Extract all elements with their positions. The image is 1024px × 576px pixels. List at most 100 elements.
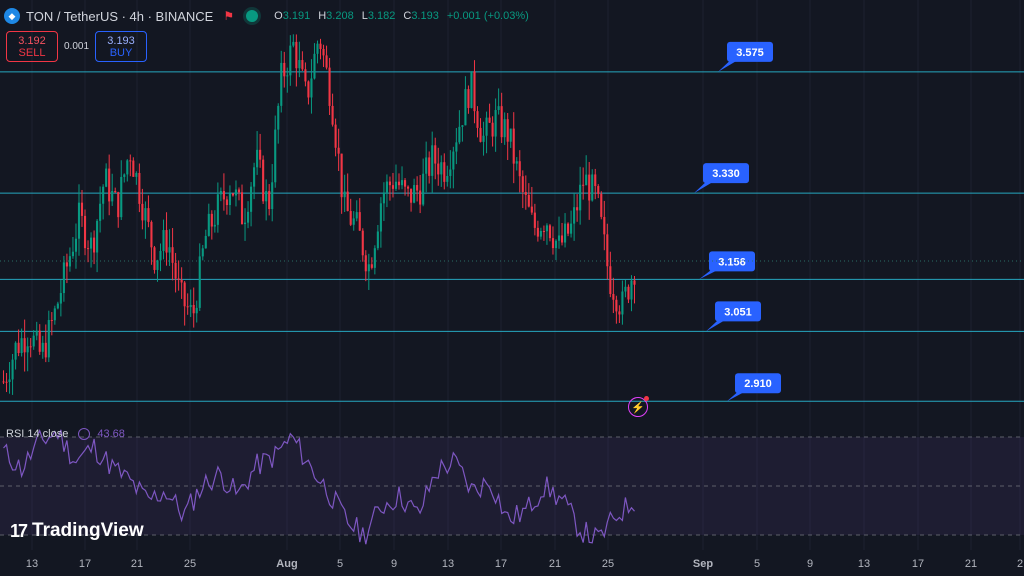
candle-body <box>500 106 503 138</box>
candle-body <box>201 248 204 257</box>
level-label: 3.575 <box>736 47 764 59</box>
candle-body <box>621 291 624 315</box>
candle-body <box>246 211 250 223</box>
candle-body <box>618 311 621 315</box>
tradingview-logo-icon: 17 <box>10 520 28 541</box>
candle-body <box>53 308 56 321</box>
market-open-icon <box>246 10 259 22</box>
candle-body <box>165 230 168 253</box>
rsi-value: 43.68 <box>97 428 125 440</box>
candle-body <box>141 203 144 221</box>
candle-body <box>388 181 392 186</box>
flag-icon[interactable]: ⚑ <box>223 9 235 23</box>
candle-body <box>422 173 425 205</box>
level-label: 3.156 <box>718 256 746 268</box>
candle-body <box>407 186 410 189</box>
candle-body <box>497 106 500 111</box>
candle-body <box>494 110 497 137</box>
x-tick-label: 25 <box>184 558 196 570</box>
candle-body <box>482 135 485 142</box>
candle-body <box>385 181 388 193</box>
symbol-title[interactable]: TON / TetherUS · 4h · BINANCE <box>26 8 214 24</box>
candle-body <box>624 286 627 292</box>
candle-body <box>464 89 467 126</box>
x-tick-label: 9 <box>391 558 397 570</box>
alert-bolt-icon[interactable]: ⚡ <box>628 396 649 417</box>
candle-body <box>265 191 268 202</box>
candle-body <box>567 223 570 234</box>
candle-body <box>38 330 41 352</box>
candle-body <box>183 282 186 307</box>
level-label: 3.330 <box>712 168 740 180</box>
candle-body <box>174 262 177 279</box>
candle-body <box>367 264 370 272</box>
candle-body <box>440 162 443 175</box>
candle-body <box>633 280 636 285</box>
candle-body <box>171 247 174 263</box>
candle-body <box>301 60 304 70</box>
candle-body <box>65 262 68 267</box>
candle-body <box>582 184 585 186</box>
candle-body <box>105 168 108 187</box>
candle-body <box>570 223 573 234</box>
x-tick-label: 13 <box>26 558 38 570</box>
candle-body <box>256 149 259 168</box>
candle-body <box>376 231 379 249</box>
candle-body <box>44 342 47 358</box>
candle-body <box>26 346 29 353</box>
close-value: 3.193 <box>411 10 439 22</box>
candle-body <box>612 293 615 300</box>
candle-body <box>560 235 564 243</box>
candle-body <box>289 45 292 76</box>
candle-body <box>485 117 488 136</box>
sell-button[interactable]: 3.192 SELL <box>6 31 58 62</box>
candle-body <box>114 190 117 193</box>
visibility-icon[interactable] <box>78 428 91 440</box>
candle-body <box>77 202 81 239</box>
x-tick-label: Sep <box>693 558 713 570</box>
candle-body <box>524 191 527 195</box>
x-tick-label: 5 <box>754 558 760 570</box>
candle-body <box>250 186 253 212</box>
candle-body <box>455 142 458 152</box>
candle-body <box>542 231 545 233</box>
candle-body <box>83 215 87 249</box>
candle-body <box>228 193 231 206</box>
x-tick-label: 13 <box>858 558 870 570</box>
candle-body <box>370 264 373 268</box>
x-tick-label: 17 <box>79 558 91 570</box>
candle-body <box>117 192 120 218</box>
candle-body <box>410 188 413 203</box>
symbol-header: ◆ TON / TetherUS · 4h · BINANCE ⚑ O3.191… <box>4 6 529 26</box>
candle-body <box>467 89 470 108</box>
candle-body <box>271 182 274 210</box>
candle-body <box>600 193 603 217</box>
candle-body <box>325 55 328 68</box>
candle-body <box>536 227 539 237</box>
x-tick-label: 21 <box>131 558 143 570</box>
candle-body <box>120 176 123 218</box>
candle-body <box>41 342 44 352</box>
candle-body <box>243 222 247 225</box>
candle-body <box>210 213 213 227</box>
candle-body <box>319 43 322 50</box>
candle-body <box>14 342 17 360</box>
candle-body <box>349 211 352 225</box>
candle-body <box>74 238 78 252</box>
buy-button[interactable]: 3.193 BUY <box>95 31 148 62</box>
candle-body <box>615 299 618 312</box>
low-value: 3.182 <box>367 10 396 22</box>
x-tick-label: 5 <box>337 558 343 570</box>
candle-body <box>316 43 319 54</box>
ton-logo-icon: ◆ <box>4 8 20 24</box>
candle-body <box>310 78 313 98</box>
candle-body <box>328 67 331 106</box>
x-tick-label: 2 <box>1017 558 1023 570</box>
rsi-legend[interactable]: RSI 14 close 43.68 <box>6 428 125 440</box>
candle-body <box>346 191 349 212</box>
candle-body <box>340 153 343 198</box>
candle-body <box>144 208 147 221</box>
candle-body <box>603 216 606 235</box>
candle-body <box>382 192 385 204</box>
